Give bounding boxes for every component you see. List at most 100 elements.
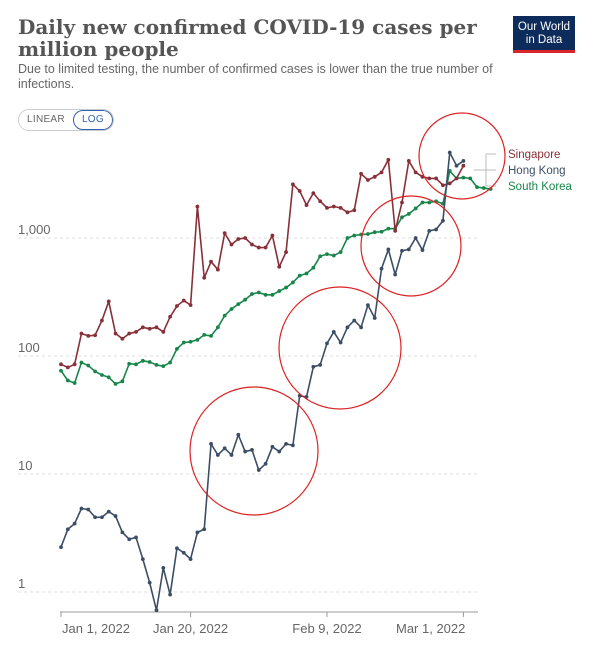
data-point <box>188 339 193 344</box>
y-tick-label: 1 <box>18 576 25 591</box>
data-point <box>134 535 138 540</box>
data-point <box>270 292 275 297</box>
data-point <box>338 250 343 254</box>
scale-toggle[interactable]: LINEAR LOG <box>18 109 114 131</box>
data-point <box>284 250 288 254</box>
legend-connector <box>474 153 496 187</box>
data-point <box>379 170 384 175</box>
data-point <box>147 326 152 331</box>
data-point <box>400 200 404 205</box>
data-point <box>113 382 118 386</box>
data-point <box>468 176 473 181</box>
y-axis-ticks: 1 10 100 1,000 <box>18 222 51 591</box>
data-point <box>311 191 316 196</box>
data-point <box>175 546 179 551</box>
data-point <box>195 530 200 535</box>
x-axis: Jan 1, 2022 Jan 20, 2022 Feb 9, 2022 Mar 1,… <box>60 611 478 636</box>
data-point <box>386 226 391 231</box>
data-point <box>100 515 104 520</box>
data-point <box>127 537 132 542</box>
series-hong-kong <box>59 150 466 613</box>
data-point <box>202 275 207 280</box>
data-point <box>250 292 254 296</box>
data-point <box>106 299 111 304</box>
data-point <box>372 316 377 320</box>
data-point <box>420 248 425 252</box>
data-point <box>256 290 261 295</box>
data-point <box>93 369 97 374</box>
data-point <box>202 527 207 532</box>
data-point <box>325 252 329 257</box>
data-point <box>345 236 350 240</box>
data-point <box>195 337 200 342</box>
data-point <box>475 185 479 189</box>
data-point <box>379 266 384 271</box>
data-point <box>100 373 104 377</box>
x-tick-label: Mar 1, 2022 <box>396 621 465 636</box>
data-point <box>454 176 459 181</box>
data-point <box>161 330 166 334</box>
data-point <box>168 314 173 319</box>
series-line <box>60 170 491 385</box>
data-point <box>65 378 70 383</box>
log-scale-button[interactable]: LOG <box>72 110 113 130</box>
data-point <box>106 375 111 380</box>
data-point <box>202 332 207 337</box>
data-point <box>406 159 411 163</box>
data-point <box>290 280 295 285</box>
data-point <box>331 253 336 258</box>
data-point <box>175 304 179 308</box>
data-point <box>352 208 357 213</box>
data-point <box>243 449 248 454</box>
data-point <box>393 228 398 233</box>
data-point <box>331 204 336 209</box>
data-point <box>229 453 234 457</box>
legend-label-singapore[interactable]: Singapore <box>508 149 560 161</box>
data-point <box>263 461 268 466</box>
data-point <box>318 363 323 367</box>
data-point <box>434 227 438 232</box>
data-point <box>427 228 432 233</box>
data-point <box>161 566 166 570</box>
data-point <box>65 527 70 532</box>
data-point <box>338 340 343 345</box>
legend-label-south-korea[interactable]: South Korea <box>508 181 573 193</box>
data-point <box>290 443 295 448</box>
x-tick-label: Jan 20, 2022 <box>153 621 228 636</box>
data-point <box>181 298 186 303</box>
data-point <box>256 468 261 472</box>
data-point <box>154 363 159 367</box>
data-point <box>441 183 445 188</box>
data-point <box>427 176 432 181</box>
linear-scale-button[interactable]: LINEAR <box>19 110 73 130</box>
highlight-circle-2 <box>278 286 402 410</box>
data-point <box>236 302 241 307</box>
data-point <box>229 242 234 247</box>
data-point <box>461 163 466 168</box>
data-point <box>120 336 125 341</box>
data-point <box>127 361 132 366</box>
data-point <box>297 189 302 193</box>
highlight-circle-3 <box>360 195 462 297</box>
data-point <box>413 170 418 175</box>
data-point <box>215 267 220 272</box>
data-point <box>134 362 138 367</box>
data-point <box>359 325 363 330</box>
data-point <box>106 509 111 514</box>
data-point <box>195 204 200 209</box>
data-point <box>72 521 77 526</box>
data-point <box>352 233 357 238</box>
data-point <box>59 368 63 373</box>
data-point <box>209 441 213 446</box>
data-point <box>379 229 384 234</box>
owid-logo[interactable]: Our World in Data <box>513 16 575 53</box>
data-point <box>434 176 438 181</box>
data-point <box>222 446 227 451</box>
x-tick-label: Feb 9, 2022 <box>292 621 361 636</box>
legend-label-hong-kong[interactable]: Hong Kong <box>508 165 566 177</box>
data-point <box>488 187 493 191</box>
chart-subtitle: Due to limited testing, the number of co… <box>18 62 493 91</box>
data-point <box>325 205 329 210</box>
data-point <box>406 212 411 216</box>
series-south-korea <box>59 169 493 386</box>
